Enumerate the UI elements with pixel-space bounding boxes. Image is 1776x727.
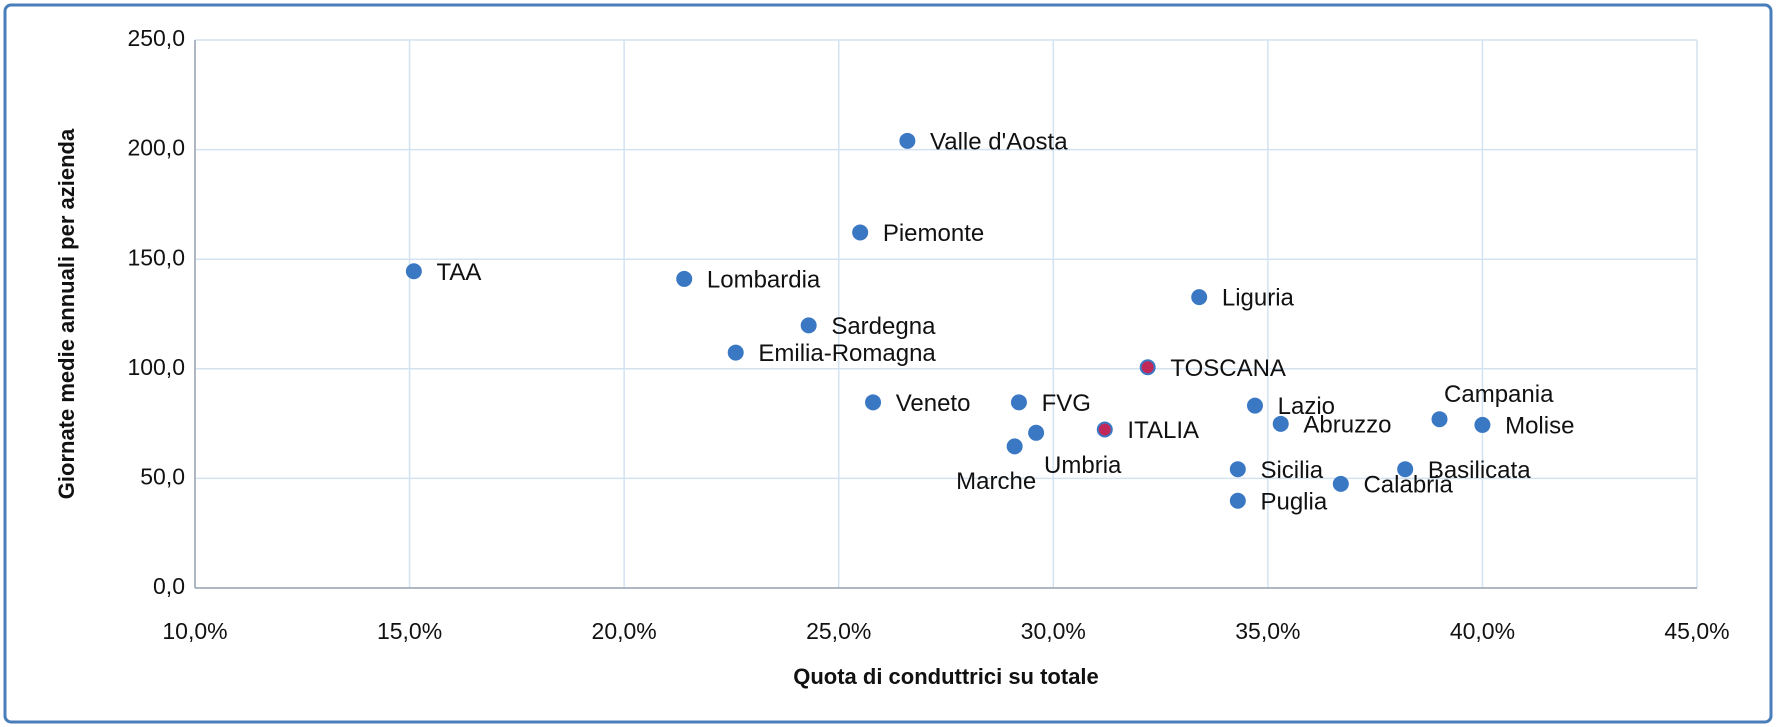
x-tick-label: 15,0%	[377, 618, 442, 644]
point	[1431, 411, 1448, 428]
point-label: ITALIA	[1127, 417, 1199, 444]
point	[1191, 289, 1208, 306]
point-label: TAA	[437, 259, 482, 286]
point-label: Basilicata	[1428, 457, 1531, 484]
point	[1474, 416, 1491, 433]
point	[1139, 359, 1156, 376]
y-tick-label: 0,0	[153, 573, 185, 599]
point	[1006, 438, 1023, 455]
point	[405, 263, 422, 280]
x-tick-label: 40,0%	[1450, 618, 1515, 644]
y-axis-title: Giornate medie annuali per azienda	[54, 128, 79, 499]
point-label: Piemonte	[883, 220, 984, 247]
point	[852, 224, 869, 241]
point-label: Valle d'Aosta	[930, 128, 1068, 155]
point-label: Sardegna	[831, 313, 936, 340]
point	[899, 132, 916, 149]
y-tick-label: 50,0	[140, 463, 185, 489]
point	[1246, 397, 1263, 414]
x-tick-label: 30,0%	[1021, 618, 1086, 644]
point	[1096, 421, 1113, 438]
point	[1332, 475, 1349, 492]
x-tick-label: 10,0%	[162, 618, 227, 644]
point-label: Puglia	[1260, 488, 1327, 515]
point-label: Umbria	[1044, 452, 1122, 479]
point-label: Campania	[1444, 381, 1554, 408]
x-tick-label: 25,0%	[806, 618, 871, 644]
chart-frame	[3, 3, 1773, 724]
point	[1397, 461, 1414, 478]
point	[865, 394, 882, 411]
point	[800, 317, 817, 334]
y-tick-label: 200,0	[127, 135, 185, 161]
x-tick-label: 45,0%	[1664, 618, 1729, 644]
y-tick-label: 250,0	[127, 25, 185, 51]
x-tick-label: 20,0%	[592, 618, 657, 644]
point-label: Sicilia	[1260, 457, 1323, 484]
x-axis-title: Quota di conduttrici su totale	[793, 664, 1099, 689]
point-label: Abruzzo	[1303, 411, 1391, 438]
point	[1229, 492, 1246, 509]
point	[1028, 424, 1045, 441]
point-label: Emilia-Romagna	[758, 340, 936, 367]
point	[727, 344, 744, 361]
point	[1010, 394, 1027, 411]
point-label: Lombardia	[707, 267, 821, 294]
y-tick-label: 100,0	[127, 354, 185, 380]
point-label: TOSCANA	[1170, 355, 1286, 382]
x-tick-label: 35,0%	[1235, 618, 1300, 644]
y-tick-label: 150,0	[127, 244, 185, 270]
point	[1229, 461, 1246, 478]
point-label: FVG	[1042, 390, 1091, 417]
point-label: Marche	[956, 468, 1036, 495]
point-label: Veneto	[896, 390, 971, 417]
point-label: Molise	[1505, 413, 1574, 440]
point-label: Liguria	[1222, 285, 1295, 312]
point	[676, 270, 693, 287]
point	[1272, 415, 1289, 432]
point-label: Lazio	[1278, 393, 1335, 420]
